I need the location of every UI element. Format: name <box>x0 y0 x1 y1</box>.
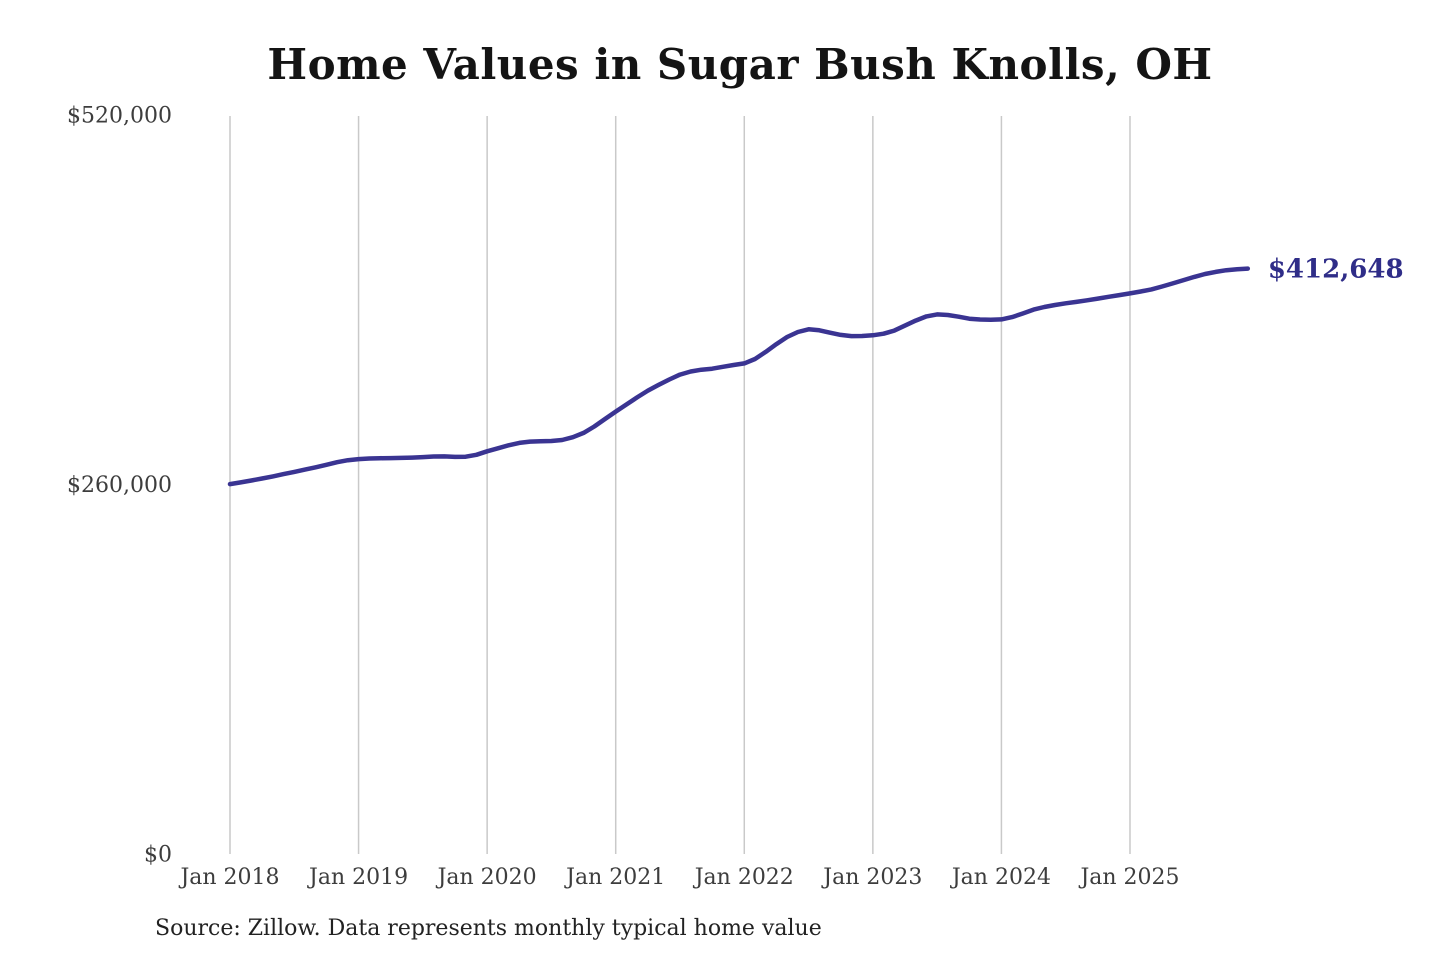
home-value-line <box>227 266 1251 487</box>
y-axis-tick-label: $0 <box>144 843 172 868</box>
y-axis-tick-label: $260,000 <box>67 473 172 498</box>
latest-value-label: $412,648 <box>1268 255 1404 285</box>
x-axis-tick-label: Jan 2025 <box>1078 865 1179 890</box>
x-axis-tick-label: Jan 2021 <box>564 865 665 890</box>
x-axis-tick-label: Jan 2024 <box>950 865 1051 890</box>
y-axis-tick-label: $520,000 <box>67 104 172 129</box>
x-axis-tick-label: Jan 2022 <box>693 865 794 890</box>
chart-title: Home Values in Sugar Bush Knolls, OH <box>267 40 1213 89</box>
source-note: Source: Zillow. Data represents monthly … <box>155 916 822 941</box>
x-axis-tick-label: Jan 2023 <box>821 865 922 890</box>
x-axis-tick-label: Jan 2020 <box>436 865 537 890</box>
x-axis-tick-label: Jan 2019 <box>307 865 408 890</box>
x-axis-tick-label: Jan 2018 <box>178 865 279 890</box>
